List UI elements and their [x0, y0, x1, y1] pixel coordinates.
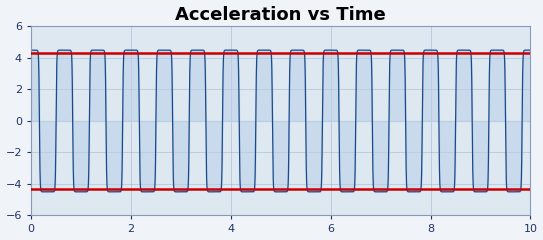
Title: Acceleration vs Time: Acceleration vs Time	[175, 6, 386, 24]
